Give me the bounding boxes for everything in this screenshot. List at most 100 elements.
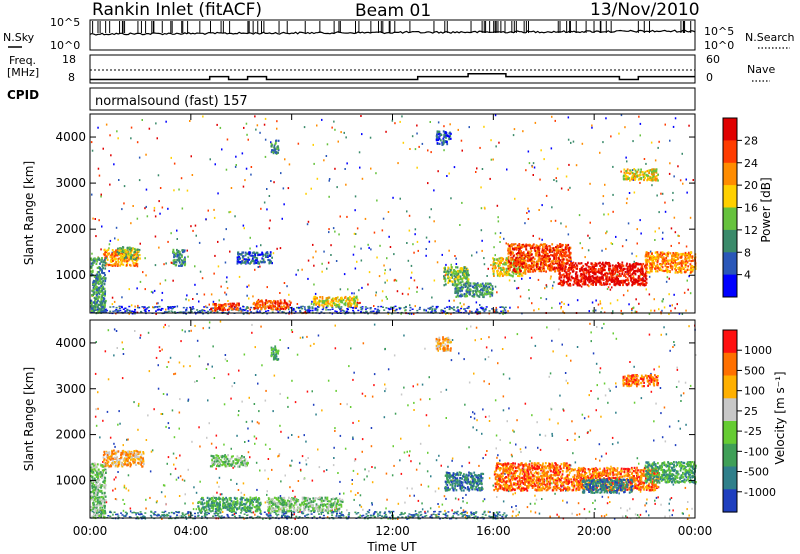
echo-point: [430, 208, 432, 211]
echo-point: [465, 310, 468, 313]
echo-point: [246, 306, 249, 308]
echo-point: [295, 273, 297, 276]
echo-point: [558, 277, 561, 280]
echo-point: [512, 247, 514, 250]
echo-point: [555, 246, 557, 249]
echo-point: [439, 139, 442, 142]
echo-point: [675, 258, 678, 261]
echo-point: [590, 277, 592, 281]
echo-point: [440, 309, 443, 311]
echo-point: [128, 246, 131, 249]
echo-point: [270, 180, 272, 182]
echo-point: [494, 232, 497, 235]
echo-point: [561, 282, 564, 285]
echo-point: [212, 300, 215, 303]
echo-point: [113, 255, 116, 258]
echo-point: [547, 267, 549, 270]
echo-point: [96, 271, 99, 274]
echo-point: [670, 259, 673, 262]
echo-point: [109, 183, 111, 186]
echo-point: [437, 138, 440, 141]
echo-point: [449, 123, 451, 126]
echo-point: [493, 246, 495, 249]
echo-point: [622, 281, 625, 284]
echo-point: [339, 215, 341, 218]
echo-point: [181, 259, 184, 263]
echo-point: [297, 306, 300, 309]
echo-point: [446, 143, 449, 146]
echo-point: [671, 304, 673, 307]
echo-point: [496, 262, 498, 265]
echo-point: [533, 268, 536, 271]
echo-point: [574, 277, 576, 281]
echo-point: [254, 303, 257, 307]
echo-point: [622, 264, 625, 267]
echo-point: [328, 228, 330, 231]
echo-point: [254, 268, 256, 271]
echo-point: [585, 268, 588, 272]
echo-point: [183, 250, 186, 253]
echo-point: [276, 307, 279, 310]
echo-point: [416, 132, 418, 135]
noise-left-tick-bottom: 10^0: [50, 39, 80, 52]
echo-point: [618, 263, 621, 266]
echo-point: [682, 253, 685, 256]
echo-point: [544, 252, 547, 255]
echo-point: [330, 301, 332, 304]
echo-point: [687, 251, 690, 254]
echo-point: [273, 305, 276, 308]
echo-point: [161, 291, 164, 294]
echo-point: [459, 302, 461, 305]
echo-point: [249, 236, 251, 239]
echo-point: [659, 268, 661, 271]
echo-point: [131, 254, 134, 257]
echo-point: [602, 266, 605, 269]
echo-point: [116, 130, 118, 133]
echo-point: [256, 301, 258, 304]
echo-point: [478, 311, 481, 313]
echo-point: [468, 284, 470, 287]
echo-point: [248, 253, 251, 256]
echo-point: [462, 273, 465, 276]
echo-point: [446, 175, 448, 177]
echo-point: [566, 246, 568, 249]
echo-point: [444, 283, 447, 286]
echo-point: [508, 264, 511, 267]
echo-point: [214, 309, 217, 312]
echo-point: [194, 224, 197, 227]
echo-point: [622, 280, 625, 283]
echo-point: [665, 280, 668, 283]
echo-point: [414, 233, 416, 236]
nave-right-tick-bottom: 0: [706, 71, 713, 84]
echo-point: [392, 306, 395, 308]
echo-point: [411, 271, 413, 274]
echo-point: [644, 274, 647, 277]
echo-point: [111, 303, 114, 306]
echo-point: [474, 289, 477, 292]
echo-point: [178, 264, 180, 267]
echo-point: [127, 250, 130, 254]
echo-point: [545, 284, 548, 287]
echo-point: [161, 206, 164, 209]
echo-point: [353, 232, 356, 235]
echo-point: [311, 300, 313, 303]
echo-point: [476, 290, 479, 293]
echo-point: [267, 258, 270, 261]
echo-point: [159, 282, 161, 285]
echo-point: [155, 122, 157, 125]
echo-point: [466, 278, 469, 281]
echo-point: [665, 267, 668, 270]
echo-point: [113, 251, 116, 254]
echo-point: [434, 311, 437, 314]
echo-point: [634, 263, 636, 266]
echo-point: [587, 277, 590, 280]
echo-point: [360, 311, 362, 313]
echo-point: [100, 248, 102, 251]
echo-point: [528, 264, 530, 267]
echo-point: [100, 285, 103, 288]
echo-point: [620, 268, 623, 271]
echo-point: [498, 261, 501, 264]
echo-point: [274, 150, 277, 153]
echo-point: [581, 276, 583, 280]
echo-point: [384, 281, 386, 284]
